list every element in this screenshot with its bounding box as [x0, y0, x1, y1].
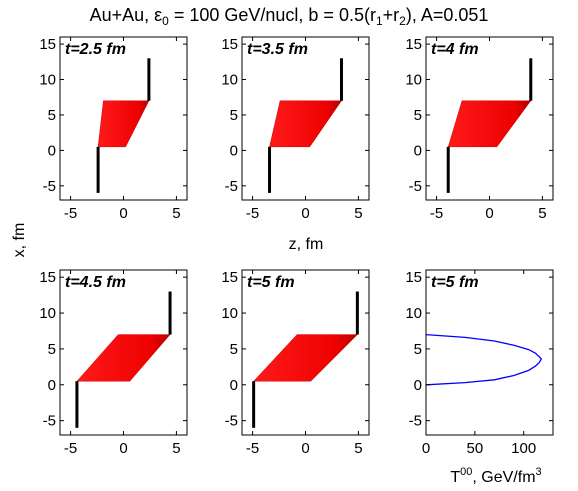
figure-title-sub2: 2	[399, 14, 406, 28]
y-tick-label: 0	[48, 377, 56, 394]
red-density-region	[447, 100, 532, 148]
y-tick-label: 15	[39, 269, 56, 286]
x-tick-label: -5	[246, 205, 259, 222]
y-tick-label: 10	[405, 72, 422, 89]
y-tick-label: -5	[409, 178, 422, 195]
time-annotation: t=3.5 fm	[247, 41, 308, 58]
figure-title-rest: = 100 GeV/nucl, b = 0.5(r	[169, 5, 376, 25]
series-line-1	[425, 333, 543, 386]
figure-title-sub: 0	[162, 14, 169, 28]
y-tick-label: 0	[48, 142, 56, 159]
x-tick-label: 5	[172, 440, 180, 457]
y-tick-label: 5	[48, 107, 56, 124]
y-tick-label: 15	[405, 36, 422, 53]
x-tick-label: -5	[64, 440, 77, 457]
red-density-region	[97, 100, 150, 148]
y-tick-label: 10	[221, 72, 238, 89]
y-tick-label: 15	[405, 269, 422, 286]
x-tick-label: -5	[246, 440, 259, 457]
y-tick-label: 10	[221, 305, 238, 322]
figure-title-main: Au+Au, ε	[90, 5, 163, 25]
time-annotation: t=4.5 fm	[65, 274, 126, 291]
y-tick-label: 0	[414, 142, 422, 159]
red-density-region	[253, 334, 358, 382]
y-tick-label: 0	[230, 142, 238, 159]
y-tick-label: 5	[48, 341, 56, 358]
x-tick-label: 0	[119, 440, 127, 457]
panel-3: -5 0 5 -5 0 5 10 15 t=4 fm	[405, 36, 554, 222]
figure-title-sub1: 1	[376, 14, 383, 28]
t00-label-sup: 00	[460, 466, 472, 478]
x-tick-label: 50	[467, 440, 484, 457]
figure-title: Au+Au, ε0 = 100 GeV/nucl, b = 0.5(r1+r2)…	[90, 5, 489, 28]
panel-2: -5 0 5 -5 0 5 10 15 t=3.5 fm	[221, 36, 370, 222]
time-annotation: t=4 fm	[431, 41, 479, 58]
x-tick-label: -5	[64, 205, 77, 222]
time-annotation: t=5 fm	[247, 274, 295, 291]
figure-title-end: ), A=0.051	[406, 5, 489, 25]
y-tick-label: 5	[414, 107, 422, 124]
x-tick-label: 5	[354, 205, 362, 222]
x-tick-label: 0	[301, 205, 309, 222]
panel-1: -5 0 5 -5 0 5 10 15 t=2.5 fm	[39, 36, 188, 222]
x-tick-label: 0	[119, 205, 127, 222]
y-tick-label: -5	[409, 413, 422, 430]
y-tick-label: 10	[39, 305, 56, 322]
y-axis-label: x, fm	[11, 223, 28, 258]
t00-label-main: T	[450, 469, 460, 486]
x-tick-label: 100	[511, 440, 536, 457]
y-tick-label: 15	[39, 36, 56, 53]
y-tick-label: 0	[230, 377, 238, 394]
x-tick-label: 5	[354, 440, 362, 457]
y-tick-label: 10	[405, 305, 422, 322]
axes-box	[425, 269, 554, 436]
x-tick-label: 5	[172, 205, 180, 222]
x-tick-label: 5	[538, 205, 546, 222]
t00-label-sup2: 3	[536, 466, 542, 478]
y-tick-label: 5	[414, 341, 422, 358]
y-tick-label: 5	[230, 107, 238, 124]
y-tick-label: 10	[39, 72, 56, 89]
x-tick-label: -5	[430, 205, 443, 222]
y-tick-label: -5	[43, 178, 56, 195]
time-annotation: t=2.5 fm	[65, 41, 126, 58]
time-annotation: t=5 fm	[431, 274, 479, 291]
x-tick-label: 0	[422, 440, 430, 457]
y-tick-label: 5	[230, 341, 238, 358]
t00-label-mid: , GeV/fm	[472, 469, 535, 486]
panel-5: -5 0 5 -5 0 5 10 15 t=5 fm	[221, 269, 370, 457]
red-density-region	[269, 100, 342, 148]
x-tick-label: 0	[485, 205, 493, 222]
figure-title-mid: +r	[383, 5, 400, 25]
panel-4: -5 0 5 -5 0 5 10 15 t=4.5 fm	[39, 269, 188, 457]
y-tick-label: -5	[43, 413, 56, 430]
x-axis-label-z: z, fm	[289, 236, 324, 253]
x-axis-label-t00: T00, GeV/fm3	[450, 466, 541, 486]
y-tick-label: -5	[225, 413, 238, 430]
y-tick-label: -5	[225, 178, 238, 195]
y-tick-label: 15	[221, 269, 238, 286]
red-density-region	[76, 334, 171, 382]
x-tick-label: 0	[301, 440, 309, 457]
y-tick-label: 15	[221, 36, 238, 53]
y-tick-label: 0	[414, 377, 422, 394]
